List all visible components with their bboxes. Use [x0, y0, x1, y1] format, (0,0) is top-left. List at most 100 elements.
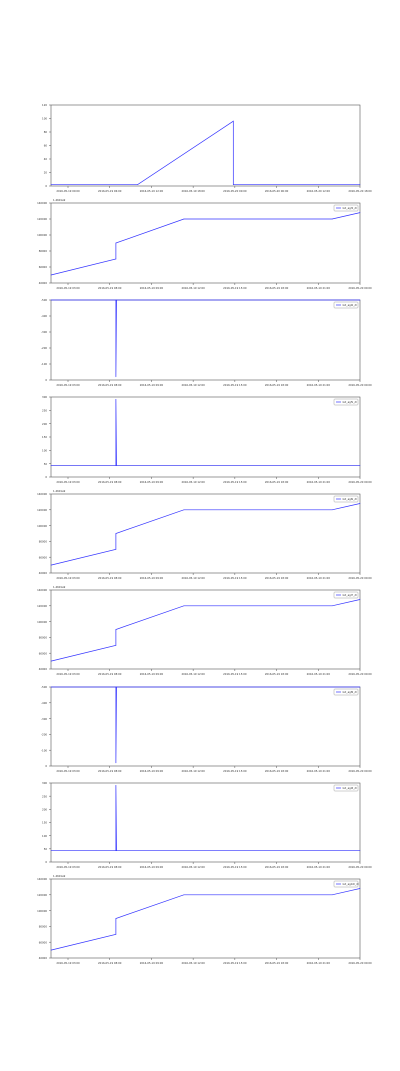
y-tick-label: -200 [41, 346, 47, 350]
data-point [115, 850, 117, 852]
x-tick-label: 2016-05-19 21:00 [307, 961, 331, 965]
data-point [359, 465, 361, 466]
data-point [115, 398, 117, 400]
legend-box [333, 495, 359, 503]
data-point [50, 949, 52, 951]
x-tick-label: 2016-05-19 18:00 [265, 865, 289, 869]
legend: GX_ag10l_dl [333, 880, 359, 888]
x-tick-label: 2016-05-19 03:00 [56, 480, 80, 484]
y-tick-label: 80000 [39, 540, 48, 544]
x-tick-label: 2016-05-19 03:00 [56, 672, 80, 676]
chart-panel: 0 20 40 60 80 100 120 2016-05-19 00:00 2016-05-1… [42, 103, 372, 193]
x-tick-label: 2016-05-19 12:00 [181, 286, 205, 290]
data-point [50, 465, 52, 466]
y-tick-label: 60000 [39, 651, 48, 655]
plot-frame [50, 299, 361, 381]
plot-frame [50, 493, 361, 574]
legend: GX_ag3l_dl [333, 204, 359, 212]
plot-frame [50, 589, 361, 670]
y-tick-label: 150 [42, 821, 47, 825]
x-tick-label: 2016-05-19 09:00 [140, 480, 164, 484]
y-tick-label: 0 [45, 764, 47, 768]
chart-panel: 0 50 100 150 200 250 300 2016-05-19 03:00 2016-0… [42, 781, 372, 869]
legend: GX_ag8l_dl [333, 688, 359, 696]
x-tick-label: 2016-05-19 12:00 [181, 672, 205, 676]
legend-label: GX_ag10l_dl [343, 882, 359, 886]
data-point [359, 599, 361, 600]
y-tick-label: 100 [42, 449, 47, 453]
x-tick-label: 2016-05-19 03:00 [56, 769, 80, 773]
x-tick-label: 2016-05-20 00:00 [348, 383, 372, 387]
plot-frame [50, 202, 361, 284]
axis-offset-text: 1.4601e9 [53, 585, 66, 589]
plot-frame [50, 782, 361, 863]
chart-panel: 0 -100 -200 -300 -400 -500 2016-05-19 03:00 201… [41, 685, 372, 773]
x-tick-label: 2016-05-19 09:00 [140, 961, 164, 965]
x-tick-label: 2016-05-19 12:00 [181, 769, 205, 773]
x-tick-label: 2016-05-19 21:00 [307, 865, 331, 869]
y-tick-label: -100 [41, 362, 47, 366]
y-tick-label: 200 [42, 422, 47, 426]
y-tick-label: 120000 [37, 604, 47, 608]
y-tick-label: 120 [42, 103, 47, 107]
chart-panel: 40000 60000 80000 100000 120000 140000 2016-05… [37, 585, 372, 676]
legend-label: GX_ag8l_dl [343, 690, 358, 694]
data-point [115, 549, 117, 550]
y-tick-label: -500 [41, 685, 47, 689]
x-tick-label: 2016-05-19 12:00 [181, 576, 205, 580]
x-tick-label: 2016-05-19 09:00 [140, 383, 164, 387]
y-tick-label: 100 [42, 834, 47, 838]
x-tick-label: 2016-05-19 15:00 [223, 383, 247, 387]
y-tick-label: 60000 [39, 555, 48, 559]
y-tick-label: 0 [45, 378, 47, 382]
data-point [115, 242, 117, 244]
data-point [115, 918, 117, 919]
y-tick-label: -100 [41, 748, 47, 752]
data-point [50, 274, 52, 276]
x-tick-label: 2016-05-19 18:00 [265, 672, 289, 676]
plot-frame [50, 396, 361, 478]
data-point [115, 686, 117, 688]
legend-box [333, 880, 359, 888]
y-tick-label: 140000 [37, 877, 47, 881]
y-tick-label: 250 [42, 409, 47, 413]
data-point [50, 850, 52, 852]
data-point [115, 629, 117, 630]
x-tick-label: 2016-05-19 03:00 [56, 961, 80, 965]
x-tick-label: 2016-05-19 08:00 [98, 480, 122, 484]
legend: GX_ag6l_dl [333, 495, 359, 503]
y-tick-label: -400 [41, 701, 47, 705]
x-tick-label: 2016-05-19 15:00 [223, 576, 247, 580]
data-point [183, 605, 185, 607]
x-tick-label: 2016-05-19 21:00 [307, 480, 331, 484]
legend-box [333, 591, 359, 599]
y-tick-label: 100 [42, 117, 47, 121]
x-tick-label: 2016-05-19 15:00 [223, 865, 247, 869]
y-tick-label: 0 [45, 184, 47, 188]
x-tick-label: 2016-05-19 12:00 [140, 189, 164, 193]
x-tick-label: 2016-05-19 08:00 [98, 769, 122, 773]
chart-panel: 0 50 100 150 200 250 300 2016-05-19 03:00 2016-0… [42, 395, 372, 484]
y-tick-label: 80 [44, 130, 48, 134]
data-point [359, 888, 361, 889]
y-tick-label: 150 [42, 435, 47, 439]
data-point [233, 184, 234, 186]
x-tick-label: 2016-05-19 08:00 [98, 286, 122, 290]
x-tick-label: 2016-05-19 15:00 [223, 480, 247, 484]
x-tick-label: 2016-05-19 06:00 [98, 189, 122, 193]
legend-box [333, 784, 359, 792]
axis-offset-text: 1.4601e9 [53, 198, 66, 202]
x-tick-label: 2016-05-19 09:00 [140, 286, 164, 290]
x-tick-label: 2016-05-19 15:00 [223, 286, 247, 290]
series-line [50, 212, 361, 276]
y-tick-label: -200 [41, 733, 47, 737]
data-point [359, 503, 361, 504]
data-point [116, 850, 117, 852]
x-tick-label: 2016-05-19 09:00 [140, 865, 164, 869]
data-point [116, 465, 117, 466]
legend: GX_ag4l_dl [333, 301, 359, 309]
data-point [359, 299, 361, 301]
y-tick-label: 80000 [39, 249, 48, 253]
y-tick-label: 100000 [37, 909, 47, 913]
axis-offset-text: 1.4601e9 [53, 874, 66, 878]
